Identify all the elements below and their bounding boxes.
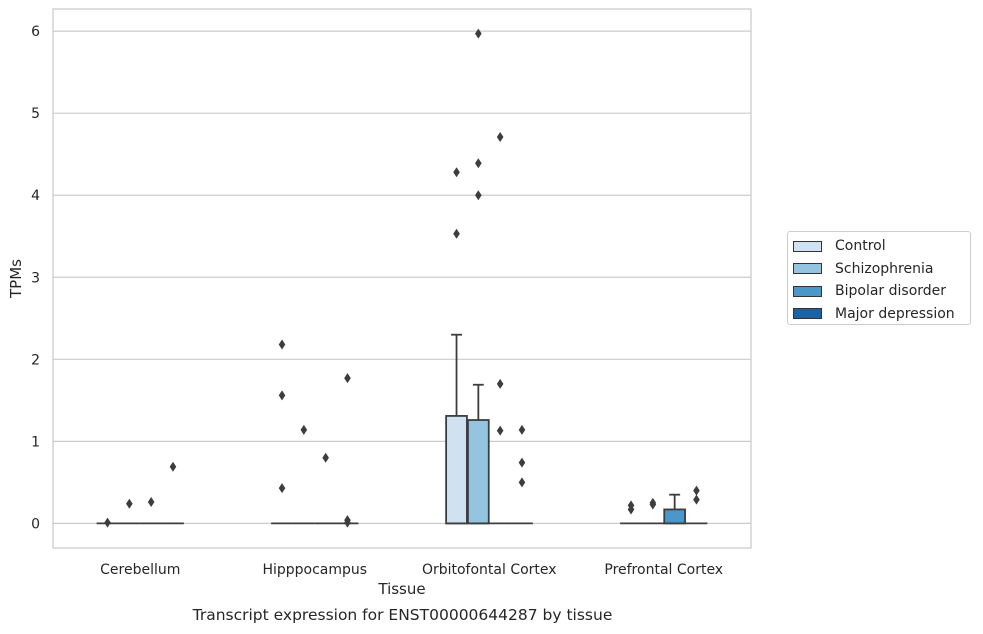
x-tick-label: Cerebellum	[100, 562, 180, 578]
plot-frame	[52, 8, 752, 549]
legend-item: Control	[793, 235, 970, 258]
outlier-point	[496, 425, 504, 436]
legend-swatch	[793, 263, 822, 275]
gridlines	[53, 30, 751, 524]
outlier-point	[104, 517, 111, 528]
box-body	[663, 508, 686, 525]
y-tick-label: 3	[31, 270, 40, 286]
outlier-point	[693, 494, 700, 505]
box-schizophrenia	[467, 383, 490, 525]
outlier-point	[126, 498, 133, 509]
legend-swatch	[793, 308, 822, 320]
y-tick-label: 2	[31, 352, 40, 368]
outlier-point	[496, 131, 504, 142]
legend-item: Schizophrenia	[793, 258, 970, 281]
box-control	[445, 333, 468, 525]
x-tick-label: Prefrontal Cortex	[604, 562, 723, 578]
legend-item: Major depression	[793, 303, 970, 326]
y-tick-label: 5	[31, 106, 40, 122]
outlier-point	[278, 339, 286, 350]
outlier-point	[322, 452, 329, 463]
legend-label: Control	[835, 238, 886, 255]
y-tick-label: 6	[31, 24, 40, 40]
y-tick-label: 1	[31, 434, 40, 450]
outlier-point	[344, 373, 351, 384]
outlier-point	[518, 424, 526, 435]
legend: Control Schizophrenia Bipolar disorder Majo…	[787, 231, 971, 325]
x-tick-label: Hipppocampus	[262, 562, 367, 578]
outlier-point	[300, 424, 308, 435]
x-axis-label: Tissue	[377, 580, 425, 598]
outlier-point	[278, 483, 286, 494]
y-axis-label: TPMs	[7, 259, 25, 299]
outlier-point	[496, 378, 504, 389]
outliers	[104, 28, 700, 528]
y-tick-label: 0	[31, 516, 40, 532]
legend-label: Bipolar disorder	[835, 283, 947, 300]
outlier-point	[693, 485, 700, 496]
outlier-point	[169, 461, 177, 472]
outlier-point	[147, 497, 155, 508]
legend-swatch	[793, 285, 822, 297]
y-tick-label: 4	[31, 188, 40, 204]
box-bipolar-disorder	[663, 493, 686, 525]
legend-label: Major depression	[835, 305, 955, 322]
tick-labels: 0 1 2 3 4 5 6 Cerebellum Hipppocampus Orbitofonta…	[31, 24, 723, 578]
legend-swatch	[793, 240, 822, 252]
outlier-point	[475, 28, 482, 39]
outlier-point	[627, 504, 635, 515]
outlier-point	[344, 517, 351, 528]
outlier-point	[453, 167, 460, 178]
box-body	[467, 419, 490, 525]
x-tick-label: Orbitofontal Cortex	[422, 562, 557, 578]
outlier-point	[649, 499, 657, 510]
box-body	[445, 415, 468, 525]
outlier-point	[518, 457, 526, 468]
outlier-point	[475, 158, 482, 169]
boxes	[96, 333, 708, 525]
outlier-point	[518, 477, 526, 488]
outlier-point	[475, 190, 482, 201]
legend-item: Bipolar disorder	[793, 280, 970, 303]
outlier-point	[278, 390, 286, 401]
legend-label: Schizophrenia	[835, 260, 934, 277]
outlier-point	[453, 228, 460, 239]
chart-caption: Transcript expression for ENST0000064428…	[192, 606, 613, 624]
